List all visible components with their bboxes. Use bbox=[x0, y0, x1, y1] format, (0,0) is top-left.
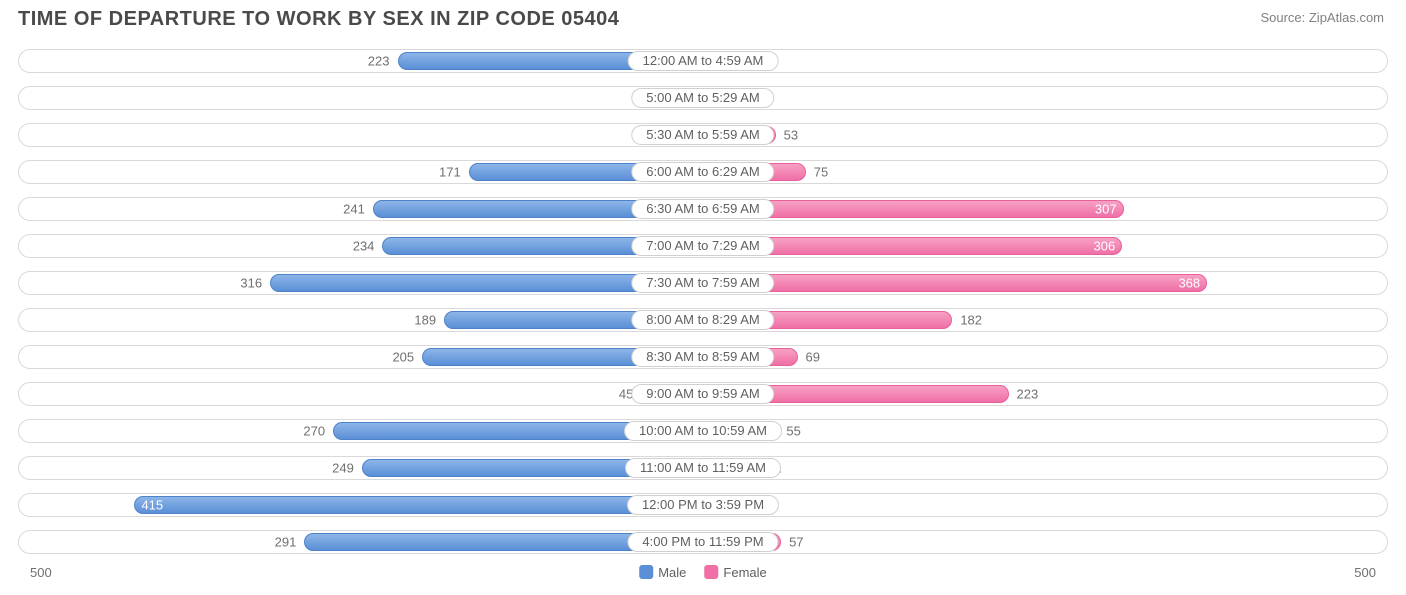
legend-male: Male bbox=[639, 565, 686, 580]
diverging-bar-chart: 2231912:00 AM to 4:59 AM21165:00 AM to 5… bbox=[18, 42, 1388, 561]
category-label: 10:00 AM to 10:59 AM bbox=[624, 421, 782, 441]
chart-row: 270 55 10:00 AM to 10:59 AM bbox=[18, 413, 1388, 450]
chart-row: 189 182 8:00 AM to 8:29 AM bbox=[18, 301, 1388, 338]
category-label: 9:00 AM to 9:59 AM bbox=[631, 384, 774, 404]
chart-row: 291 57 4:00 PM to 11:59 PM bbox=[18, 524, 1388, 561]
female-value: 53 bbox=[784, 127, 798, 142]
chart-row: 21165:00 AM to 5:29 AM bbox=[18, 79, 1388, 116]
legend-swatch-female bbox=[704, 565, 718, 579]
female-value: 182 bbox=[960, 312, 982, 327]
chart-footer: 500 Male Female 500 bbox=[18, 565, 1388, 585]
female-value: 75 bbox=[814, 164, 828, 179]
category-label: 11:00 AM to 11:59 AM bbox=[625, 458, 781, 478]
female-bar: 368 bbox=[703, 274, 1207, 292]
category-label: 8:00 AM to 8:29 AM bbox=[631, 310, 774, 330]
chart-title: TIME OF DEPARTURE TO WORK BY SEX IN ZIP … bbox=[18, 8, 1388, 31]
female-value: 57 bbox=[789, 535, 803, 550]
category-label: 4:00 PM to 11:59 PM bbox=[627, 532, 778, 552]
category-label: 6:00 AM to 6:29 AM bbox=[631, 162, 774, 182]
chart-row: 316 368 7:30 AM to 7:59 AM bbox=[18, 264, 1388, 301]
female-value: 307 bbox=[1095, 201, 1117, 216]
chart-row: 2494111:00 AM to 11:59 AM bbox=[18, 450, 1388, 487]
category-label: 6:30 AM to 6:59 AM bbox=[631, 199, 774, 219]
male-value: 223 bbox=[368, 53, 390, 68]
category-label: 12:00 PM to 3:59 PM bbox=[627, 495, 779, 515]
male-value: 189 bbox=[414, 312, 436, 327]
category-label: 5:30 AM to 5:59 AM bbox=[631, 125, 774, 145]
legend-male-label: Male bbox=[658, 565, 686, 580]
legend-female: Female bbox=[704, 565, 766, 580]
chart-row: 26535:30 AM to 5:59 AM bbox=[18, 116, 1388, 153]
male-value: 241 bbox=[343, 201, 365, 216]
male-value: 205 bbox=[392, 350, 414, 365]
category-label: 7:00 AM to 7:29 AM bbox=[631, 236, 774, 256]
chart-row: 241 307 6:30 AM to 6:59 AM bbox=[18, 190, 1388, 227]
chart-row: 171 75 6:00 AM to 6:29 AM bbox=[18, 153, 1388, 190]
chart-row: 205 69 8:30 AM to 8:59 AM bbox=[18, 339, 1388, 376]
male-value: 291 bbox=[275, 535, 297, 550]
male-value: 415 bbox=[141, 498, 163, 513]
chart-row: 4153412:00 PM to 3:59 PM bbox=[18, 487, 1388, 524]
category-label: 8:30 AM to 8:59 AM bbox=[631, 347, 774, 367]
legend-swatch-male bbox=[639, 565, 653, 579]
male-value: 234 bbox=[353, 238, 375, 253]
female-value: 69 bbox=[806, 350, 820, 365]
male-value: 249 bbox=[332, 461, 354, 476]
female-value: 55 bbox=[786, 424, 800, 439]
legend-female-label: Female bbox=[723, 565, 766, 580]
chart-row: 2231912:00 AM to 4:59 AM bbox=[18, 42, 1388, 79]
axis-max-left: 500 bbox=[30, 565, 52, 580]
chart-row: 452239:00 AM to 9:59 AM bbox=[18, 376, 1388, 413]
male-value: 270 bbox=[303, 424, 325, 439]
female-value: 306 bbox=[1094, 238, 1116, 253]
chart-row: 234 306 7:00 AM to 7:29 AM bbox=[18, 227, 1388, 264]
male-bar: 415 bbox=[134, 496, 703, 514]
source-attribution: Source: ZipAtlas.com bbox=[1260, 10, 1384, 25]
category-label: 7:30 AM to 7:59 AM bbox=[631, 273, 774, 293]
legend: Male Female bbox=[639, 565, 767, 580]
male-value: 316 bbox=[240, 275, 262, 290]
category-label: 12:00 AM to 4:59 AM bbox=[628, 51, 779, 71]
female-value: 223 bbox=[1017, 387, 1039, 402]
male-value: 171 bbox=[439, 164, 461, 179]
category-label: 5:00 AM to 5:29 AM bbox=[631, 88, 774, 108]
female-value: 368 bbox=[1178, 275, 1200, 290]
axis-max-right: 500 bbox=[1354, 565, 1376, 580]
